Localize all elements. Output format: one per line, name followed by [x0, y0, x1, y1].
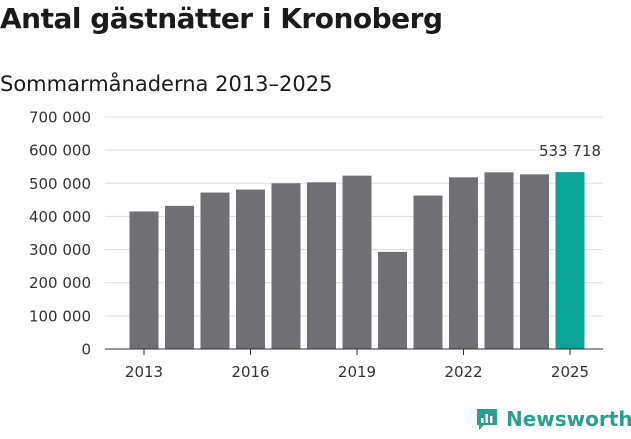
chart-title: Antal gästnätter i Kronoberg [0, 2, 443, 35]
bar [449, 177, 478, 349]
y-tick-label: 300 000 [29, 241, 91, 259]
bar [236, 189, 265, 349]
newsworthy-logo: Newsworthy [474, 406, 631, 432]
bar-chart: 0 100 000 200 000 300 000 400 000 500 000 600 … [29, 109, 603, 381]
y-tick-label: 500 000 [29, 175, 91, 193]
brand-name: Newsworthy [506, 407, 631, 431]
x-tick-label: 2019 [338, 363, 376, 381]
chart-subtitle: Sommarmånaderna 2013–2025 [0, 72, 333, 96]
y-tick-label: 700 000 [29, 109, 91, 127]
y-tick-label: 600 000 [29, 142, 91, 160]
bar [520, 174, 549, 349]
bar [271, 183, 301, 349]
y-tick-label: 200 000 [29, 274, 91, 292]
bar [555, 172, 585, 349]
y-tick-label: 400 000 [29, 208, 91, 226]
bar [200, 192, 230, 349]
bar [484, 172, 514, 349]
bar [307, 182, 336, 349]
bar [378, 251, 407, 349]
bar [413, 195, 443, 349]
x-tick-label: 2025 [551, 363, 589, 381]
newsworthy-icon [477, 409, 497, 430]
x-tick-label: 2013 [125, 363, 163, 381]
y-tick-label: 100 000 [29, 307, 91, 325]
x-tick-label: 2016 [231, 363, 269, 381]
bar [129, 211, 159, 349]
bar [165, 205, 194, 349]
data-label: 533 718 [539, 142, 601, 160]
x-tick-label: 2022 [444, 363, 482, 381]
y-tick-label: 0 [81, 341, 91, 359]
bar [342, 175, 372, 349]
